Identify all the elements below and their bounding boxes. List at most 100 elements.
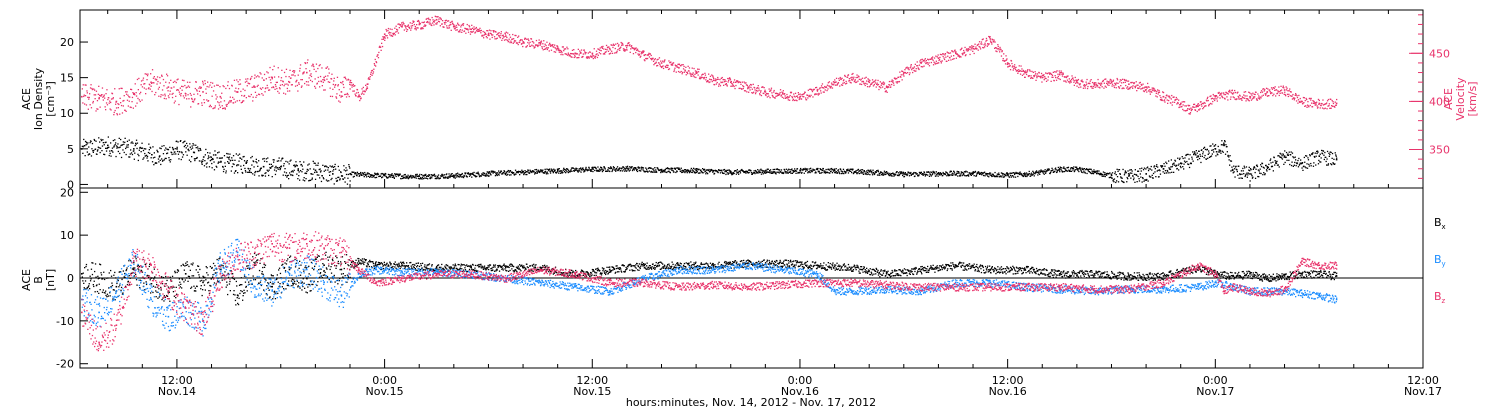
velocity-point: [496, 34, 498, 36]
velocity-point: [838, 77, 840, 80]
velocity-point: [420, 27, 422, 29]
density-point: [839, 172, 841, 175]
density-point: [559, 172, 562, 174]
density-point: [442, 174, 444, 176]
density-point: [1242, 170, 1244, 172]
velocity-point: [521, 39, 523, 41]
velocity-point: [963, 51, 966, 53]
density-point: [450, 174, 452, 176]
density-point: [1247, 172, 1249, 174]
density-point: [304, 172, 307, 174]
velocity-point: [908, 69, 910, 71]
velocity-point: [583, 49, 585, 51]
density-point: [628, 170, 630, 172]
density-point: [898, 174, 900, 177]
velocity-point: [414, 25, 416, 28]
density-point: [88, 146, 90, 148]
density-point: [257, 165, 259, 167]
density-point: [1326, 164, 1328, 166]
velocity-point: [588, 56, 590, 58]
density-point: [992, 175, 994, 177]
density-point: [679, 168, 681, 171]
density-point: [576, 170, 579, 172]
density-point: [1315, 155, 1317, 157]
density-point: [906, 173, 908, 175]
density-point: [320, 180, 323, 183]
velocity-point: [275, 81, 277, 84]
velocity-point: [892, 81, 894, 83]
density-point: [901, 173, 903, 175]
density-point: [1313, 155, 1315, 158]
velocity-point: [874, 80, 876, 82]
velocity-point: [894, 77, 896, 79]
density-point: [686, 170, 688, 172]
velocity-point: [116, 113, 118, 115]
density-point: [1241, 177, 1243, 179]
density-point: [179, 151, 181, 153]
density-point: [251, 164, 253, 166]
density-point: [1036, 171, 1039, 173]
density-point: [102, 142, 104, 144]
density-point: [680, 167, 682, 169]
density-point: [1266, 167, 1269, 169]
density-point: [463, 174, 465, 177]
velocity-point: [485, 36, 487, 38]
velocity-point: [462, 24, 464, 27]
velocity-point: [310, 73, 312, 75]
velocity-point: [857, 80, 859, 82]
density-point: [1110, 176, 1112, 178]
velocity-point: [248, 83, 251, 85]
velocity-point: [748, 87, 750, 89]
velocity-point: [526, 45, 528, 47]
velocity-point: [95, 110, 97, 112]
density-point: [135, 142, 137, 144]
density-point: [566, 170, 568, 173]
density-point: [879, 174, 881, 176]
density-point: [1183, 163, 1185, 165]
density-point: [769, 172, 771, 174]
velocity-point: [467, 29, 469, 31]
density-point: [140, 147, 142, 149]
density-point: [772, 171, 774, 173]
density-point: [380, 173, 382, 175]
velocity-point: [717, 76, 719, 79]
density-point: [1226, 146, 1228, 148]
velocity-point: [595, 50, 598, 52]
density-point: [232, 155, 235, 157]
velocity-point: [561, 46, 564, 48]
density-point: [925, 173, 927, 176]
density-point: [818, 171, 820, 173]
velocity-point: [254, 91, 257, 93]
velocity-point: [966, 48, 968, 50]
velocity-point: [764, 89, 766, 91]
density-point: [938, 173, 941, 175]
density-point: [1073, 170, 1075, 173]
density-point: [229, 153, 231, 155]
density-point: [1304, 166, 1306, 168]
density-point: [629, 166, 631, 168]
density-point: [782, 171, 784, 174]
density-point: [891, 175, 893, 177]
density-point: [290, 159, 292, 161]
density-point: [283, 171, 286, 173]
density-point: [151, 161, 154, 163]
velocity-point: [589, 51, 591, 53]
density-point: [640, 168, 642, 170]
velocity-point: [986, 39, 988, 41]
velocity-point: [731, 82, 733, 85]
density-point: [1277, 155, 1279, 157]
density-point: [111, 147, 114, 149]
velocity-point: [469, 33, 472, 35]
velocity-point: [984, 46, 986, 48]
density-point: [94, 148, 97, 150]
velocity-point: [409, 22, 411, 24]
velocity-point: [196, 90, 198, 92]
velocity-point: [434, 15, 436, 17]
density-point: [311, 178, 313, 181]
density-point: [721, 171, 723, 173]
density-point: [994, 171, 996, 174]
density-point: [1103, 175, 1105, 177]
velocity-point: [952, 51, 954, 53]
velocity-point: [882, 81, 885, 83]
density-point: [628, 167, 630, 169]
